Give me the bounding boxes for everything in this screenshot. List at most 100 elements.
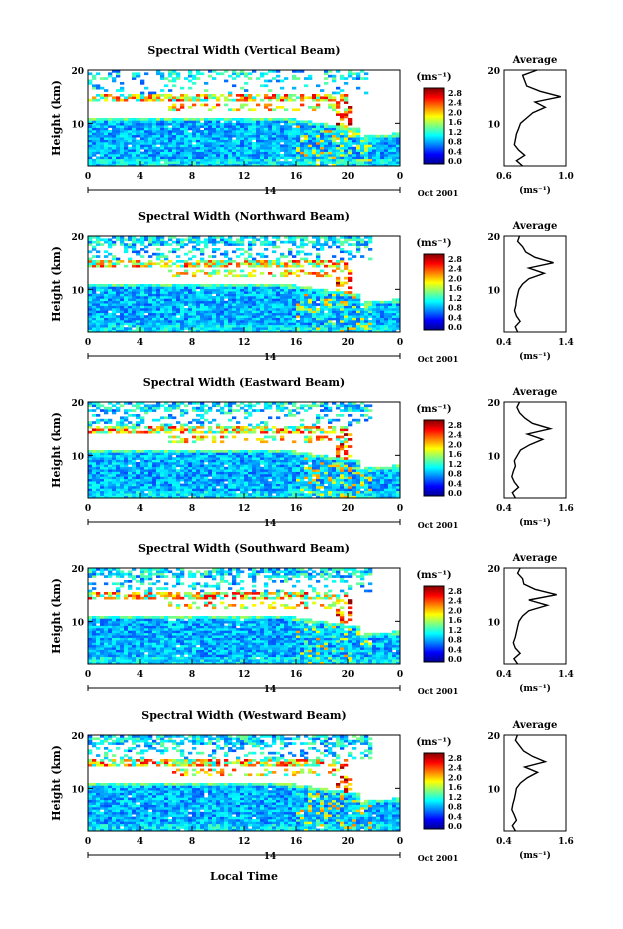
heatmap-cell bbox=[236, 464, 241, 468]
heatmap-cell bbox=[212, 158, 217, 162]
heatmap-cell bbox=[344, 308, 349, 311]
heatmap-cell bbox=[396, 324, 401, 328]
heatmap-cell bbox=[276, 257, 281, 261]
heatmap-cell bbox=[372, 158, 377, 162]
heatmap-cell bbox=[376, 303, 381, 306]
heatmap-cell bbox=[240, 291, 245, 294]
heatmap-cell bbox=[112, 146, 117, 150]
heatmap-cell bbox=[244, 82, 249, 85]
heatmap-cell bbox=[320, 158, 325, 162]
heatmap-cell bbox=[184, 142, 189, 145]
heatmap-cell bbox=[180, 127, 185, 131]
heatmap-cell bbox=[188, 310, 193, 314]
heatmap-cell bbox=[320, 310, 325, 314]
heatmap-cell bbox=[196, 130, 201, 133]
heatmap-cell bbox=[260, 327, 265, 330]
heatmap-cell bbox=[352, 327, 357, 330]
heatmap-cell bbox=[88, 329, 93, 333]
heatmap-cell bbox=[168, 300, 173, 304]
heatmap-cell bbox=[232, 416, 237, 420]
heatmap-cell bbox=[280, 291, 285, 294]
heatmap-cell bbox=[288, 293, 293, 297]
heatmap-cell bbox=[240, 238, 245, 242]
heatmap-cell bbox=[100, 158, 105, 162]
heatmap-cell bbox=[188, 471, 193, 475]
heatmap-cell bbox=[296, 274, 301, 278]
heatmap-cell bbox=[296, 324, 301, 328]
heatmap-cell bbox=[348, 158, 353, 162]
heatmap-cell bbox=[96, 493, 101, 496]
heatmap-cell bbox=[124, 154, 129, 157]
panel-0: Spectral Width (Vertical Beam)2010Height… bbox=[50, 44, 574, 198]
heatmap-cell bbox=[124, 288, 129, 292]
heatmap-cell bbox=[128, 481, 133, 484]
heatmap-cell bbox=[244, 308, 249, 311]
heatmap-cell bbox=[252, 300, 257, 304]
heatmap-cell bbox=[168, 130, 173, 133]
heatmap-cell bbox=[156, 476, 161, 480]
heatmap-cell bbox=[316, 163, 321, 167]
heatmap-cell bbox=[108, 161, 113, 164]
heatmap-cell bbox=[188, 72, 193, 76]
heatmap-cell bbox=[300, 327, 305, 330]
heatmap-cell bbox=[96, 72, 101, 76]
heatmap-cell bbox=[188, 478, 193, 482]
heatmap-cell bbox=[388, 320, 393, 323]
heatmap-cell bbox=[276, 245, 281, 249]
heatmap-cell bbox=[176, 452, 181, 456]
heatmap-cell bbox=[136, 74, 141, 78]
heatmap-cell bbox=[184, 471, 189, 475]
heatmap-cell bbox=[364, 151, 369, 155]
heatmap-cell bbox=[288, 146, 293, 150]
heatmap-cell bbox=[160, 154, 165, 157]
heatmap-cell bbox=[320, 308, 325, 311]
heatmap-cell bbox=[160, 264, 165, 268]
heatmap-cell bbox=[180, 106, 185, 109]
heatmap-cell bbox=[104, 255, 109, 258]
heatmap-cell bbox=[172, 486, 177, 489]
heatmap-cell bbox=[164, 96, 169, 100]
heatmap-cell bbox=[308, 252, 313, 256]
heatmap-cell bbox=[140, 471, 145, 475]
heatmap-cell bbox=[384, 300, 389, 304]
heatmap-cell bbox=[112, 490, 117, 494]
heatmap-cell bbox=[320, 298, 325, 302]
heatmap-cell bbox=[156, 402, 161, 405]
heatmap-cell bbox=[116, 430, 121, 434]
heatmap-cell bbox=[132, 329, 137, 333]
heatmap-cell bbox=[296, 252, 301, 256]
heatmap-cell bbox=[100, 490, 105, 494]
heatmap-cell bbox=[312, 312, 317, 316]
heatmap-cell bbox=[292, 134, 297, 138]
heatmap-cell bbox=[132, 495, 137, 499]
heatmap-cell bbox=[196, 70, 201, 73]
heatmap-cell bbox=[288, 305, 293, 309]
heatmap-cell bbox=[200, 260, 205, 263]
heatmap-cell bbox=[172, 402, 177, 405]
heatmap-cell bbox=[328, 146, 333, 150]
heatmap-cell bbox=[288, 142, 293, 145]
heatmap-cell bbox=[156, 257, 161, 261]
heatmap-cell bbox=[328, 317, 333, 321]
heatmap-cell bbox=[304, 236, 309, 239]
heatmap-cell bbox=[372, 137, 377, 140]
heatmap-cell bbox=[120, 315, 125, 318]
heatmap-cell bbox=[312, 320, 317, 323]
heatmap-cell bbox=[296, 315, 301, 318]
heatmap-cell bbox=[276, 156, 281, 160]
heatmap-cell bbox=[164, 300, 169, 304]
heatmap-cell bbox=[196, 122, 201, 126]
heatmap-cell bbox=[124, 122, 129, 126]
heatmap-cell bbox=[212, 96, 217, 100]
heatmap-cell bbox=[228, 122, 233, 126]
heatmap-cell bbox=[328, 296, 333, 299]
heatmap-cell bbox=[196, 260, 201, 263]
heatmap-cell bbox=[132, 322, 137, 326]
heatmap-cell bbox=[152, 96, 157, 100]
heatmap-cell bbox=[348, 137, 353, 140]
heatmap-cell bbox=[192, 291, 197, 294]
heatmap-cell bbox=[348, 134, 353, 138]
heatmap-cell bbox=[220, 308, 225, 311]
heatmap-cell bbox=[260, 236, 265, 239]
heatmap-cell bbox=[192, 118, 197, 121]
